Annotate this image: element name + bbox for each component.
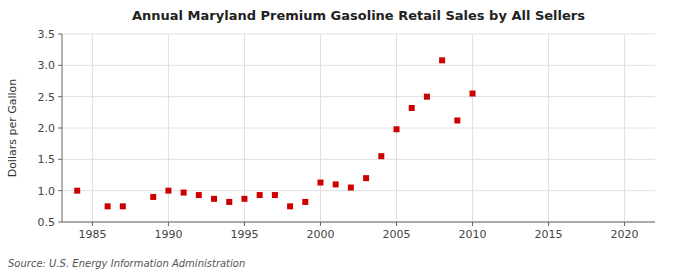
tick — [320, 222, 321, 226]
point — [196, 192, 202, 198]
tick-label: 2015 — [535, 228, 563, 241]
tick-label: 2005 — [383, 228, 411, 241]
tick-label: 2.5 — [38, 91, 56, 104]
point — [181, 190, 187, 196]
point — [409, 105, 415, 111]
title: Annual Maryland Premium Gasoline Retail … — [132, 8, 585, 23]
grid-line — [62, 159, 655, 160]
tick — [624, 222, 625, 226]
chart: Annual Maryland Premium Gasoline Retail … — [0, 0, 675, 275]
grid-line — [62, 190, 655, 191]
y-axis-label: Dollars per Gallon — [6, 79, 19, 178]
point — [317, 180, 323, 186]
tick-label: 3.0 — [38, 59, 56, 72]
grid-line — [62, 65, 655, 66]
point — [454, 117, 460, 123]
point — [211, 196, 217, 202]
tick — [244, 222, 245, 226]
annotation: Source: U.S. Energy Information Administ… — [8, 258, 245, 269]
point — [424, 94, 430, 100]
point — [120, 203, 126, 209]
grid-line — [62, 128, 655, 129]
point — [241, 196, 247, 202]
tick — [58, 190, 62, 191]
point — [287, 203, 293, 209]
tick-label: 2020 — [611, 228, 639, 241]
tick-label: 1990 — [154, 228, 182, 241]
point — [165, 188, 171, 194]
point — [272, 192, 278, 198]
tick — [58, 34, 62, 35]
point — [74, 188, 80, 194]
grid-line — [62, 222, 655, 223]
point — [378, 153, 384, 159]
tick — [58, 159, 62, 160]
x-axis-line — [62, 222, 655, 223]
tick — [396, 222, 397, 226]
tick-label: 1985 — [78, 228, 106, 241]
point — [105, 203, 111, 209]
tick — [472, 222, 473, 226]
point — [363, 175, 369, 181]
grid-line — [62, 34, 655, 35]
tick — [168, 222, 169, 226]
point — [394, 126, 400, 132]
point — [333, 181, 339, 187]
tick — [58, 96, 62, 97]
point — [150, 194, 156, 200]
tick-label: 2000 — [306, 228, 334, 241]
axes: 1985 1990 1995 2000 2005 2010 2015 2020 0.5 1.0 1.… — [38, 28, 656, 241]
tick-label: 1.5 — [38, 153, 56, 166]
grid-line — [62, 96, 655, 97]
y-axis-line — [62, 34, 63, 222]
tick — [58, 65, 62, 66]
point — [302, 199, 308, 205]
point — [470, 91, 476, 97]
tick-label: 3.5 — [38, 28, 56, 41]
tick-label: 2.0 — [38, 122, 56, 135]
point — [439, 57, 445, 63]
grid — [62, 34, 655, 222]
tick — [92, 222, 93, 226]
points — [74, 57, 475, 209]
point — [226, 199, 232, 205]
point — [257, 192, 263, 198]
tick — [58, 222, 62, 223]
point — [348, 185, 354, 191]
tick — [548, 222, 549, 226]
tick — [58, 128, 62, 129]
tick-label: 1995 — [230, 228, 258, 241]
tick-label: 2010 — [459, 228, 487, 241]
tick-label: 0.5 — [38, 216, 56, 229]
tick-label: 1.0 — [38, 185, 56, 198]
